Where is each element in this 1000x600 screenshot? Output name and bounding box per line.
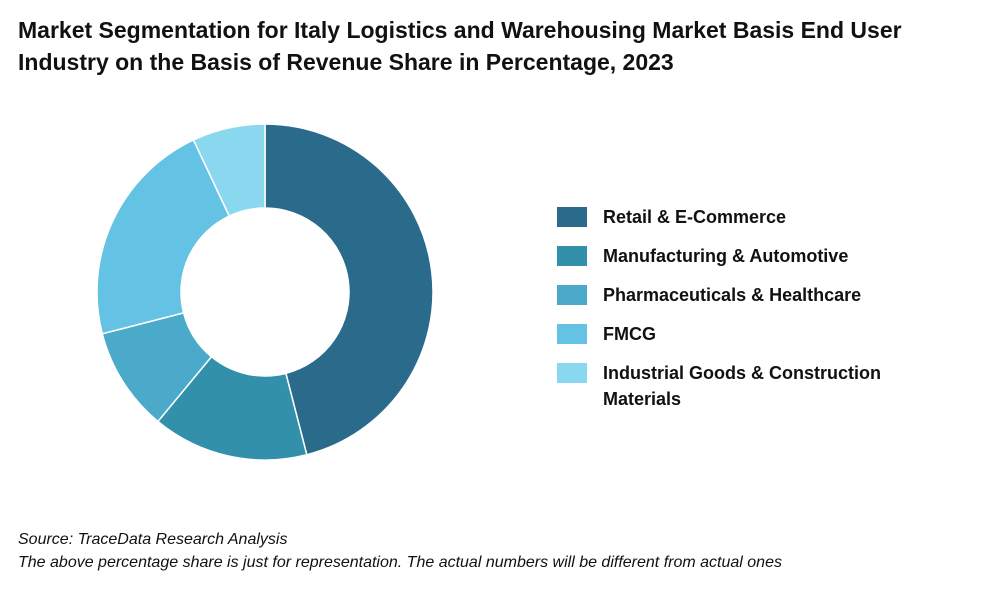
chart-footer: Source: TraceData Research Analysis The … — [18, 528, 978, 574]
donut-slice-fmcg — [96, 138, 231, 335]
legend-swatch — [557, 246, 587, 266]
chart-legend: Retail & E-Commerce Manufacturing & Auto… — [557, 204, 957, 425]
chart-title: Market Segmentation for Italy Logistics … — [18, 17, 902, 75]
legend-swatch — [557, 363, 587, 383]
legend-swatch — [557, 324, 587, 344]
legend-swatch — [557, 285, 587, 305]
legend-item-manufacturing-automotive: Manufacturing & Automotive — [557, 243, 957, 269]
disclaimer-text: The above percentage share is just for r… — [18, 554, 782, 571]
legend-label: Pharmaceuticals & Healthcare — [603, 285, 862, 305]
legend-label: Industrial Goods & Construction Material… — [603, 363, 881, 409]
legend-item-fmcg: FMCG — [557, 321, 957, 347]
donut-chart — [96, 123, 434, 461]
legend-swatch — [557, 207, 587, 227]
source-text: Source: TraceData Research Analysis — [18, 531, 288, 548]
legend-label: FMCG — [603, 324, 656, 344]
legend-item-industrial-goods-construction-materials: Industrial Goods & Construction Material… — [557, 360, 957, 412]
donut-slice-retail-e-commerce — [264, 123, 434, 456]
legend-item-pharmaceuticals-healthcare: Pharmaceuticals & Healthcare — [557, 282, 957, 308]
legend-item-retail-e-commerce: Retail & E-Commerce — [557, 204, 957, 230]
donut-slice-industrial-goods-construction-materials — [192, 123, 266, 217]
legend-label: Retail & E-Commerce — [603, 207, 787, 227]
legend-label: Manufacturing & Automotive — [603, 246, 849, 266]
